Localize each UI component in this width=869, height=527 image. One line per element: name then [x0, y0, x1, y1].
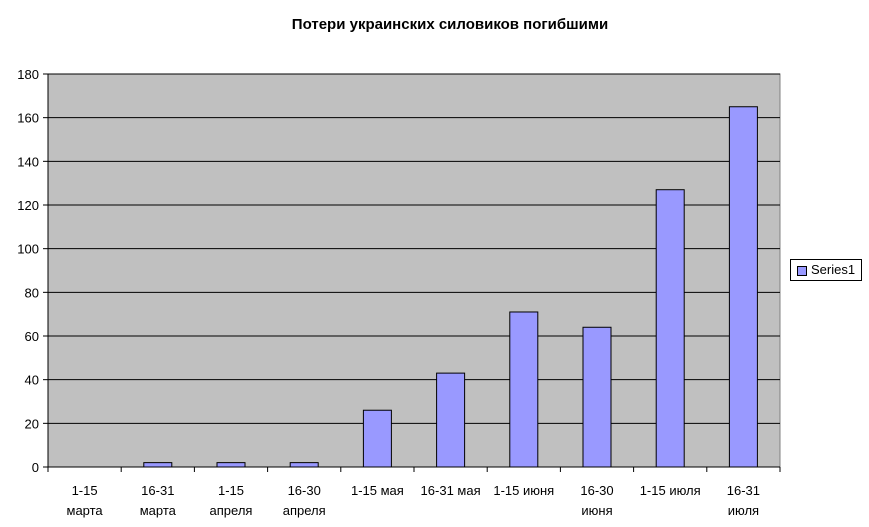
x-tick-label: 16-31: [141, 483, 174, 498]
y-tick-label: 80: [25, 285, 39, 300]
y-tick-label: 20: [25, 416, 39, 431]
legend-swatch-series1: [797, 266, 807, 276]
y-tick-label: 160: [17, 111, 39, 126]
x-tick-label: 16-30: [288, 483, 321, 498]
y-tick-label: 180: [17, 67, 39, 82]
y-tick-label: 0: [32, 460, 39, 475]
x-tick-label: 1-15 июня: [493, 483, 554, 498]
bar: [216, 462, 246, 468]
x-tick-label: апреля: [210, 503, 253, 518]
legend-label-series1: Series1: [811, 262, 856, 277]
y-tick-label: 100: [17, 242, 39, 257]
bar: [728, 106, 758, 468]
x-tick-label: 16-30: [580, 483, 613, 498]
x-tick-label: марта: [67, 503, 104, 518]
x-tick-label: апреля: [283, 503, 326, 518]
x-tick-label: 16-31 мая: [421, 483, 481, 498]
x-tick-label: 1-15 мая: [351, 483, 404, 498]
bar: [362, 409, 392, 468]
y-tick-label: 40: [25, 373, 39, 388]
x-tick-label: 1-15: [72, 483, 98, 498]
bar: [655, 189, 685, 468]
x-tick-label: 1-15 июля: [640, 483, 701, 498]
x-tick-label: июня: [581, 503, 612, 518]
y-tick-label: 60: [25, 329, 39, 344]
x-tick-label: июля: [728, 503, 759, 518]
x-tick-label: 1-15: [218, 483, 244, 498]
bar: [582, 326, 612, 468]
x-tick-label: марта: [140, 503, 177, 518]
x-tick-label: 16-31: [727, 483, 760, 498]
bar: [289, 462, 319, 468]
y-tick-label: 140: [17, 154, 39, 169]
y-tick-label: 120: [17, 198, 39, 213]
chart-title: Потери украинских силовиков погибшими: [291, 16, 609, 33]
bar: [143, 462, 173, 468]
bar: [509, 311, 539, 468]
bar: [436, 372, 466, 468]
legend: Series1: [790, 259, 862, 281]
